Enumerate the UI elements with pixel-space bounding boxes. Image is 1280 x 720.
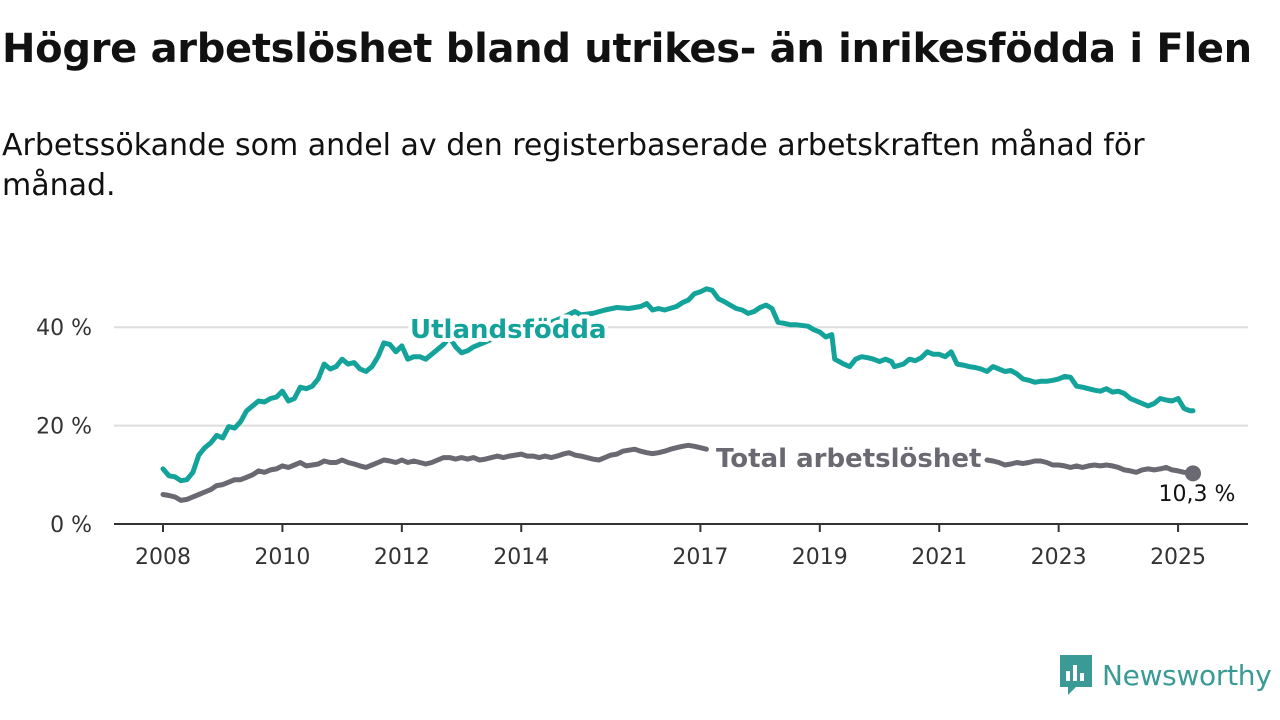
- gridlines: [114, 326, 1248, 427]
- end-value-label: 10,3 %: [1159, 482, 1236, 507]
- brand-logo: Newsworthy: [1058, 652, 1272, 698]
- axes: 0 % 20 % 40 % 2008 2010 2012 2014 2017 2019 2021 2…: [36, 316, 1248, 570]
- end-point-marker: [1185, 465, 1201, 482]
- series-line-utlandsfodda: [160, 286, 1196, 484]
- y-tick-label: 20 %: [36, 415, 92, 440]
- x-tick-label: 2008: [135, 545, 191, 570]
- series-lines: [160, 286, 1196, 503]
- x-tick-label: 2012: [374, 545, 430, 570]
- brand-name: Newsworthy: [1102, 658, 1272, 692]
- x-tick-label: 2010: [254, 545, 310, 570]
- series-label-total: Total arbetslöshet: [716, 444, 981, 474]
- series-label-utlandsfodda: Utlandsfödda: [410, 315, 607, 345]
- x-tick-label: 2021: [911, 545, 967, 570]
- newsworthy-logo-icon: [1060, 655, 1092, 695]
- y-tick-label: 0 %: [50, 513, 92, 538]
- x-tick-label: 2025: [1150, 545, 1206, 570]
- page-title: Högre arbetslöshet bland utrikes- än inr…: [2, 26, 1252, 72]
- x-tick-label: 2023: [1031, 545, 1087, 570]
- series-line-total-end: [984, 457, 1196, 476]
- x-tick-label: 2019: [792, 545, 848, 570]
- page-subtitle: Arbetssökande som andel av den registerb…: [2, 128, 1145, 203]
- y-tick-label: 40 %: [36, 316, 92, 341]
- series-labels: Utlandsfödda Total arbetslöshet 10,3 %: [406, 311, 1236, 507]
- x-tick-label: 2014: [493, 545, 549, 570]
- series-line-total: [160, 442, 709, 503]
- x-tick-label: 2017: [672, 545, 728, 570]
